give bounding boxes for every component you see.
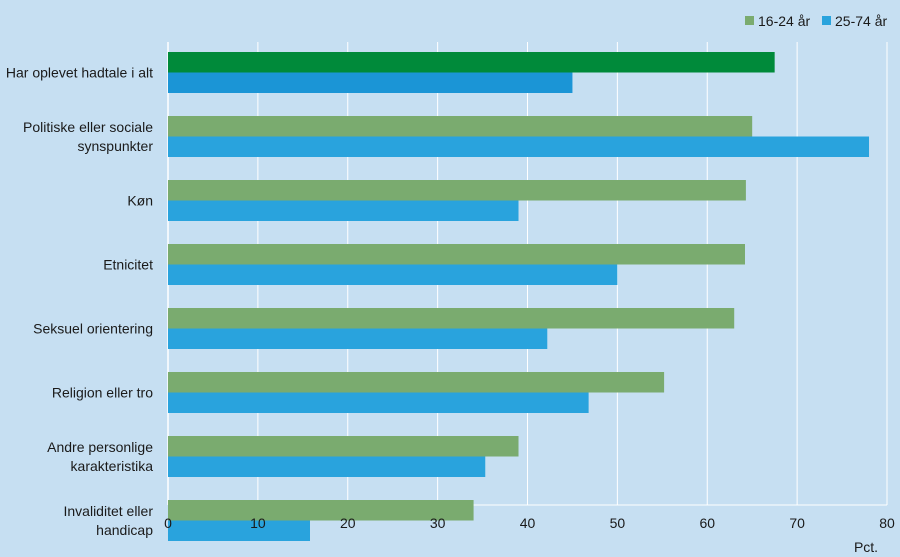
x-tick-label: 20 bbox=[340, 515, 356, 531]
bar-age-16-24 bbox=[168, 436, 519, 457]
legend: 16-24 år 25-74 år bbox=[745, 13, 887, 29]
legend-label: 16-24 år bbox=[758, 13, 810, 29]
x-tick-label: 50 bbox=[610, 515, 626, 531]
legend-label: 25-74 år bbox=[835, 13, 887, 29]
bar-age-16-24 bbox=[168, 244, 745, 265]
x-tick-label: 60 bbox=[699, 515, 715, 531]
bar-age-25-74 bbox=[168, 392, 589, 413]
category-label: Seksuel orientering bbox=[33, 321, 153, 337]
category-label: Har oplevet hadtale i alt bbox=[6, 65, 153, 81]
x-axis-title: Pct. bbox=[854, 539, 878, 555]
category-label: Etnicitet bbox=[103, 257, 153, 273]
bars bbox=[168, 52, 870, 541]
bar-age-25-74 bbox=[168, 264, 618, 285]
legend-swatch bbox=[822, 16, 831, 25]
category-label: Invaliditet eller handicap bbox=[64, 503, 154, 538]
bar-age-16-24 bbox=[168, 52, 775, 73]
x-tick-label: 10 bbox=[250, 515, 266, 531]
category-label: Religion eller tro bbox=[52, 385, 153, 401]
legend-swatch bbox=[745, 16, 754, 25]
category-labels: Har oplevet hadtale i alt Politiske eller… bbox=[6, 65, 153, 539]
bar-age-16-24 bbox=[168, 116, 753, 137]
bar-age-25-74 bbox=[168, 72, 573, 93]
bar-age-25-74 bbox=[168, 456, 486, 477]
bar-age-25-74 bbox=[168, 328, 548, 349]
bar-age-16-24 bbox=[168, 500, 474, 521]
x-tick-label: 30 bbox=[430, 515, 446, 531]
bar-age-25-74 bbox=[168, 136, 870, 157]
bar-age-16-24 bbox=[168, 180, 746, 201]
bar-age-16-24 bbox=[168, 372, 665, 393]
category-label: Andre personlige karakteristika bbox=[47, 439, 153, 474]
bar-age-25-74 bbox=[168, 200, 519, 221]
category-label: Køn bbox=[127, 193, 153, 209]
x-tick-label: 70 bbox=[789, 515, 805, 531]
x-tick-label: 80 bbox=[879, 515, 895, 531]
x-tick-label: 0 bbox=[164, 515, 172, 531]
bar-age-25-74 bbox=[168, 520, 311, 541]
x-axis: 0 10 20 30 40 50 60 70 80 bbox=[164, 515, 895, 531]
category-label: Politiske eller sociale synspunkter bbox=[23, 119, 153, 154]
bar-age-16-24 bbox=[168, 308, 735, 329]
x-tick-label: 40 bbox=[520, 515, 536, 531]
